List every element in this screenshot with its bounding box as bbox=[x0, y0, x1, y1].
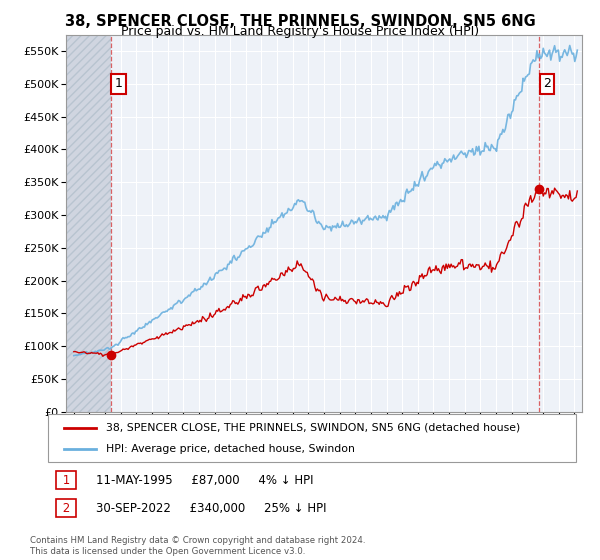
Text: 2: 2 bbox=[543, 77, 551, 90]
Text: 38, SPENCER CLOSE, THE PRINNELS, SWINDON, SN5 6NG (detached house): 38, SPENCER CLOSE, THE PRINNELS, SWINDON… bbox=[106, 423, 520, 433]
Text: Contains HM Land Registry data © Crown copyright and database right 2024.
This d: Contains HM Land Registry data © Crown c… bbox=[30, 536, 365, 556]
Text: 1: 1 bbox=[59, 474, 74, 487]
Bar bbox=[66, 35, 111, 412]
Text: 11-MAY-1995     £87,000     4% ↓ HPI: 11-MAY-1995 £87,000 4% ↓ HPI bbox=[95, 474, 313, 487]
Text: HPI: Average price, detached house, Swindon: HPI: Average price, detached house, Swin… bbox=[106, 444, 355, 454]
FancyBboxPatch shape bbox=[48, 414, 576, 462]
Text: Price paid vs. HM Land Registry's House Price Index (HPI): Price paid vs. HM Land Registry's House … bbox=[121, 25, 479, 38]
Text: 1: 1 bbox=[115, 77, 122, 90]
Text: 2: 2 bbox=[59, 502, 74, 515]
Text: 38, SPENCER CLOSE, THE PRINNELS, SWINDON, SN5 6NG: 38, SPENCER CLOSE, THE PRINNELS, SWINDON… bbox=[65, 14, 535, 29]
Text: 30-SEP-2022     £340,000     25% ↓ HPI: 30-SEP-2022 £340,000 25% ↓ HPI bbox=[95, 502, 326, 515]
